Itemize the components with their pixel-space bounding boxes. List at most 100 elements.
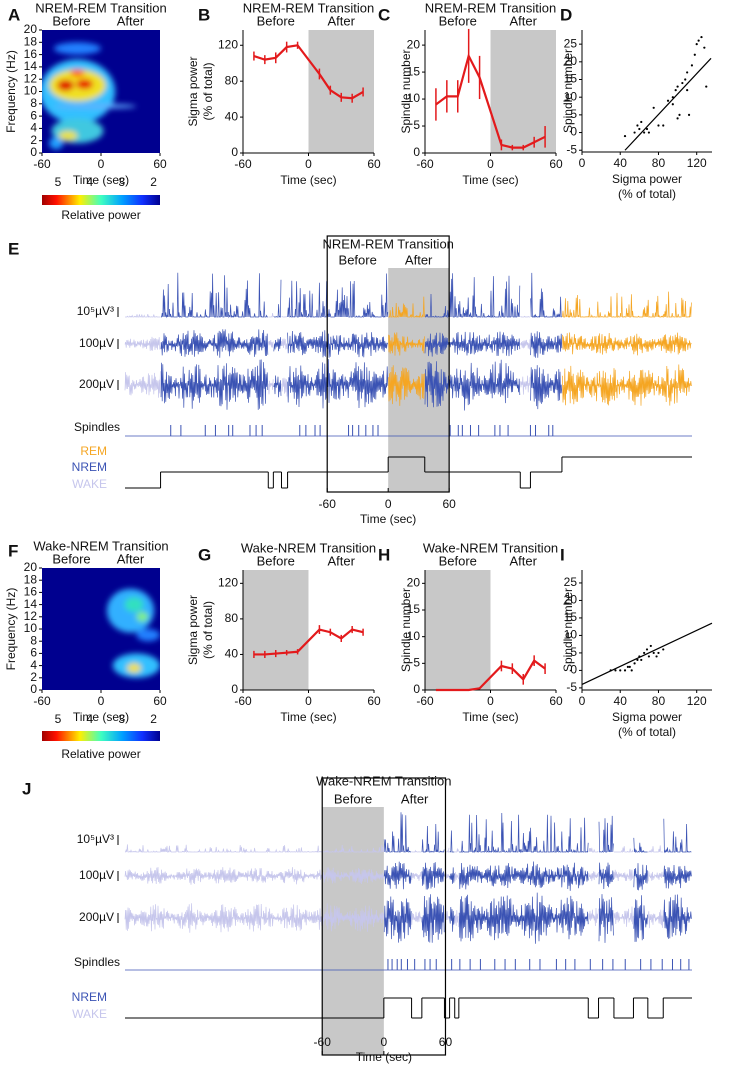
signal-trace [124, 336, 161, 351]
y-axis-label: Spindle number [399, 588, 413, 672]
x-tick-label: 0 [305, 694, 312, 708]
y-tick-label: 25 [564, 575, 578, 589]
y-tick-label: 40 [225, 647, 239, 661]
signal-trace [421, 894, 445, 943]
y-tick-label: 15 [564, 72, 578, 86]
colorbar-tick-label: 5 [55, 175, 62, 189]
heatmap-blobs [42, 42, 137, 150]
scale-label: 200µV [79, 910, 114, 924]
panel-letter: I [560, 545, 565, 564]
scatter-point [623, 134, 627, 138]
y-tick-label: 12 [24, 71, 38, 85]
y-tick-label: 6 [30, 646, 37, 660]
signal-trace [598, 815, 614, 854]
scatter-point [684, 78, 687, 81]
signal-trace [424, 359, 521, 411]
scatter-point [671, 103, 674, 106]
heatmap-patch [70, 69, 85, 77]
scatter-point [645, 127, 649, 131]
signal-trace [663, 894, 692, 939]
signal-trace [449, 867, 455, 884]
signal-trace [424, 273, 521, 319]
scatter-point [674, 89, 677, 92]
panel-title: NREM-REM Transition [243, 0, 374, 15]
x-axis-label: Time (sec) [356, 1050, 412, 1064]
x-tick-label: 0 [305, 157, 312, 171]
signal-trace [647, 871, 664, 882]
scatter-point [633, 662, 636, 665]
y-tick-label: 0 [413, 145, 420, 159]
y-tick-label: 6 [30, 108, 37, 122]
x-tick-label: 80 [652, 694, 666, 708]
signal-trace [633, 863, 648, 891]
signal-trace [273, 375, 282, 398]
y-tick-label: 12 [24, 609, 38, 623]
signal-trace [388, 332, 425, 356]
signal-trace [562, 291, 692, 319]
y-tick-label: 80 [225, 611, 239, 625]
signal-trace [530, 365, 563, 410]
scatter-point [652, 651, 655, 655]
scatter-point [626, 665, 629, 669]
scatter-point [623, 669, 627, 672]
heatmap-patch [49, 137, 64, 150]
signal-trace [614, 846, 634, 854]
panel-title: NREM-REM Transition [425, 0, 556, 15]
shaded-region [243, 570, 309, 690]
panel-letter: H [378, 545, 390, 564]
scatter-point [643, 131, 646, 134]
x-tick-label: 0 [487, 694, 494, 708]
y-tick-label: -5 [566, 680, 577, 694]
y-axis-label: (% of total) [201, 601, 215, 659]
signal-trace [281, 316, 288, 318]
mean-line [435, 659, 546, 692]
scatter-point [678, 113, 681, 116]
scatter-point [662, 648, 665, 651]
colorbar-tick-label: 5 [55, 712, 62, 726]
scatter-point [643, 651, 646, 655]
colorbar [42, 195, 160, 205]
colorbar-tick-label: 3 [118, 712, 125, 726]
period-label: Before [52, 551, 90, 566]
y-tick-label: 18 [24, 34, 38, 48]
signal-trace [454, 872, 459, 882]
y-tick-label: 120 [218, 37, 238, 51]
x-axis-label: Time (sec) [280, 710, 336, 724]
mean-line [253, 628, 364, 656]
y-axis-label: Frequency (Hz) [4, 588, 18, 671]
scatter-point [636, 658, 639, 662]
y-tick-label: 4 [30, 658, 37, 672]
colorbar-tick-label: 4 [86, 175, 93, 189]
signal-trace [648, 845, 664, 853]
period-label: After [117, 13, 145, 28]
y-tick-label: 10 [564, 89, 578, 103]
y-tick-label: 2 [30, 133, 37, 147]
y-tick-label: 2 [30, 670, 37, 684]
state-label: NREM [72, 990, 107, 1004]
signal-trace [633, 895, 648, 942]
y-tick-label: 10 [24, 84, 38, 98]
shaded-region [308, 30, 374, 153]
y-tick-label: 0 [30, 145, 37, 159]
heatmap-patch [136, 629, 160, 642]
period-label: After [328, 13, 356, 28]
scatter-point [647, 131, 651, 134]
signal-trace [454, 910, 459, 928]
signal-trace [530, 331, 563, 358]
signal-trace [458, 892, 589, 944]
x-axis-label: Time (sec) [73, 173, 129, 187]
y-axis-label: Spindle number [399, 49, 413, 133]
y-tick-label: 20 [24, 22, 38, 36]
scatter-point [676, 117, 679, 120]
colorbar-label: Relative power [61, 208, 140, 222]
signal-trace [287, 359, 389, 409]
panel-letter: G [198, 545, 211, 564]
x-axis-label: (% of total) [618, 725, 676, 739]
scatter-point [657, 124, 660, 127]
x-tick-label: 60 [367, 694, 381, 708]
colorbar [42, 731, 160, 741]
y-tick-label: 10 [564, 628, 578, 642]
scale-label: 200µV [79, 377, 114, 391]
x-tick-label: 0 [385, 497, 392, 511]
y-tick-label: 0 [570, 125, 577, 139]
